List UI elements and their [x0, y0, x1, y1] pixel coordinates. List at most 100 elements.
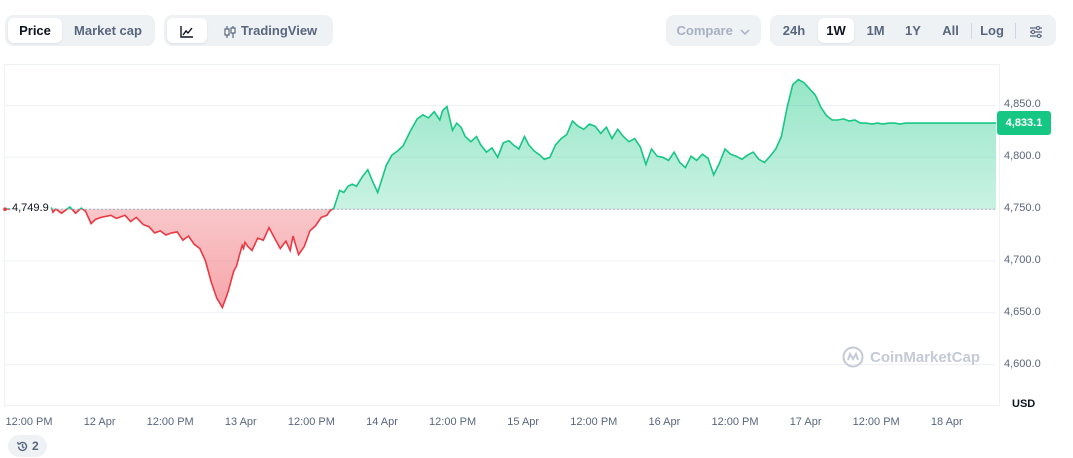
y-tick-label: 4,650.0 — [1004, 305, 1041, 318]
data-point — [285, 240, 287, 242]
data-point — [502, 142, 504, 144]
data-point — [679, 162, 681, 164]
data-point — [262, 239, 264, 241]
history-button[interactable]: 2 — [8, 435, 47, 457]
compare-dropdown[interactable]: Compare — [666, 15, 761, 46]
range-1m[interactable]: 1M — [866, 23, 885, 38]
data-point — [668, 159, 670, 161]
x-tick-label: 12:00 PM — [852, 416, 900, 428]
data-point — [780, 136, 782, 138]
data-point — [343, 192, 345, 194]
data-point — [442, 110, 444, 112]
data-point — [560, 138, 562, 140]
data-point — [85, 210, 87, 212]
tradingview-label: TradingView — [240, 23, 318, 38]
data-point — [485, 151, 487, 153]
log-toggle[interactable]: Log — [980, 23, 1004, 38]
baseline-label: 4,749.9 — [10, 202, 51, 215]
data-point — [80, 207, 82, 209]
data-point — [950, 122, 952, 124]
price-line-down — [5, 209, 334, 310]
data-point — [910, 122, 912, 124]
range-1w[interactable]: 1W — [818, 18, 854, 43]
data-point — [257, 237, 259, 239]
data-point — [130, 221, 132, 223]
x-tick-label: 16 Apr — [648, 416, 681, 428]
x-tick-label: 12 Apr — [83, 416, 116, 428]
data-point — [409, 130, 411, 132]
tab-market-cap[interactable]: Market cap — [74, 23, 142, 38]
data-point — [428, 117, 430, 119]
data-point — [524, 136, 526, 138]
data-point — [69, 206, 71, 208]
data-point — [972, 122, 974, 124]
range-all[interactable]: All — [942, 23, 959, 38]
data-point — [247, 245, 249, 247]
data-point — [628, 141, 630, 143]
data-point — [820, 107, 822, 109]
data-point — [888, 122, 890, 124]
data-point — [371, 179, 373, 181]
currency-label: USD — [1012, 398, 1036, 410]
data-point — [588, 123, 590, 125]
y-tick-label: 4,800.0 — [1004, 150, 1041, 163]
data-point — [634, 138, 636, 140]
compare-button[interactable]: Compare — [666, 18, 761, 43]
data-point — [528, 144, 530, 146]
data-point — [843, 118, 845, 120]
data-point — [356, 185, 358, 187]
current-price-badge: 4,833.1 — [997, 111, 1051, 136]
data-point — [899, 123, 901, 125]
range-24h[interactable]: 24h — [782, 23, 806, 38]
data-point — [110, 214, 112, 216]
data-point — [758, 158, 760, 160]
data-point — [236, 265, 238, 267]
chevron-down-icon — [740, 29, 751, 35]
line-chart-button[interactable] — [167, 18, 207, 43]
x-tick-label: 13 Apr — [224, 416, 257, 428]
tradingview-button[interactable]: TradingView — [214, 18, 326, 43]
data-point — [361, 176, 363, 178]
data-point — [100, 216, 102, 218]
divider — [971, 23, 972, 39]
data-point — [792, 84, 794, 86]
tab-price[interactable]: Price — [8, 18, 62, 43]
data-point — [135, 216, 137, 218]
data-point — [775, 148, 777, 150]
data-point — [165, 234, 167, 236]
data-point — [55, 208, 57, 210]
data-point — [617, 128, 619, 130]
data-point — [480, 144, 482, 146]
data-point — [939, 122, 941, 124]
data-point — [268, 227, 270, 229]
data-point — [396, 150, 398, 152]
x-tick-label: 12:00 PM — [287, 416, 335, 428]
data-point — [90, 223, 92, 225]
range-1y[interactable]: 1Y — [905, 23, 921, 38]
data-point — [956, 122, 958, 124]
data-point — [347, 185, 349, 187]
data-point — [148, 226, 150, 228]
data-point — [572, 120, 574, 122]
data-point — [333, 207, 335, 209]
data-point — [684, 167, 686, 169]
settings-button[interactable] — [1021, 18, 1051, 43]
data-point — [320, 216, 322, 218]
candlestick-icon — [224, 25, 236, 38]
data-point — [730, 153, 732, 155]
data-point — [238, 255, 240, 257]
data-point — [876, 122, 878, 124]
data-point — [243, 248, 245, 250]
data-point — [216, 297, 218, 299]
history-count: 2 — [32, 439, 39, 453]
line-chart-icon — [180, 25, 193, 38]
data-point — [848, 120, 850, 122]
data-point — [94, 219, 96, 221]
data-point — [176, 231, 178, 233]
data-point — [803, 82, 805, 84]
area-fill-down — [5, 209, 996, 308]
data-point — [860, 122, 862, 124]
data-point — [329, 210, 331, 212]
data-point — [893, 122, 895, 124]
